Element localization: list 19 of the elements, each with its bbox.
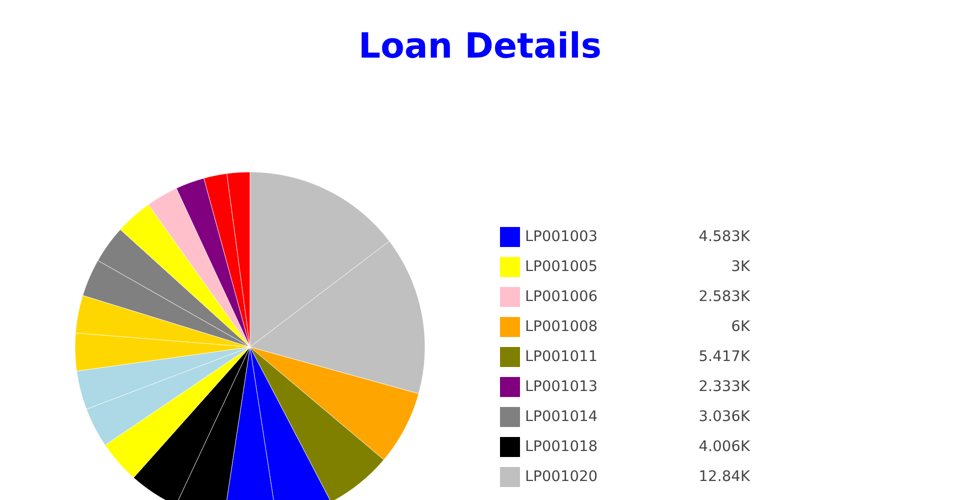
legend-label: LP001020 [526, 470, 597, 482]
data-label: 2.333K [700, 380, 750, 392]
data-label: 2.583K [700, 290, 750, 302]
legend-label: LP001014 [526, 410, 597, 422]
legend-label: LP001005 [526, 260, 596, 272]
legend-label: LP001003 [526, 230, 596, 242]
legend-label: LP001013 [526, 380, 596, 392]
data-label: 5.417K [700, 350, 750, 362]
chart-title: Loan Details [362, 31, 600, 58]
data-label: 3K [732, 260, 750, 272]
legend-label: LP001018 [526, 440, 597, 452]
data-label: 4.583K [699, 230, 750, 242]
legend-label: LP001011 [526, 350, 596, 362]
data-label: 6K [732, 320, 750, 332]
data-label: 4.006K [699, 440, 750, 452]
legend-label: LP001008 [526, 320, 597, 332]
data-label: 3.036K [700, 410, 750, 422]
data-label: 12.84K [700, 470, 750, 482]
legend-label: LP001006 [526, 290, 597, 302]
